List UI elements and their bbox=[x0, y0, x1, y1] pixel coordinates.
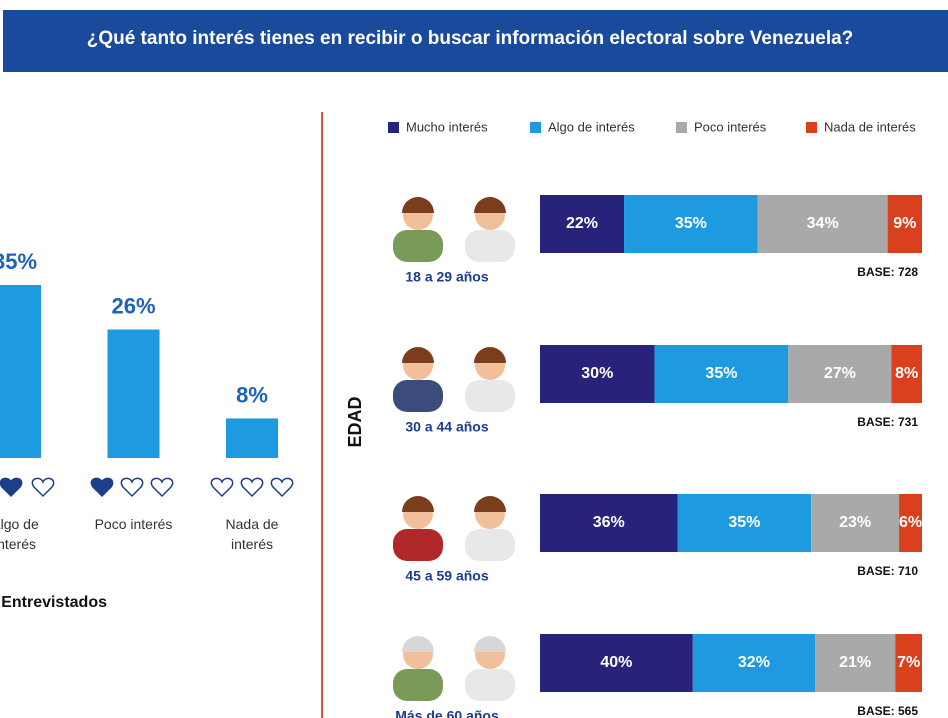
heart bbox=[151, 478, 172, 496]
note: Entrevistados bbox=[1, 594, 107, 611]
legend-label: Nada de interés bbox=[824, 119, 916, 134]
category-label: Algo de interés bbox=[0, 514, 61, 554]
value-label: 27% bbox=[824, 365, 856, 382]
avatar-hair bbox=[474, 496, 506, 512]
bar bbox=[226, 418, 278, 458]
heart bbox=[241, 478, 262, 496]
avatar-body bbox=[465, 380, 515, 412]
base-label: BASE: 731 bbox=[857, 415, 918, 429]
avatar-hair bbox=[402, 197, 434, 213]
avatar-body bbox=[393, 669, 443, 701]
bar bbox=[108, 329, 160, 458]
bar bbox=[0, 285, 41, 458]
value-label: 35% bbox=[675, 215, 707, 232]
avatar-hair bbox=[474, 347, 506, 363]
avatar-body bbox=[393, 529, 443, 561]
avatar-body bbox=[393, 230, 443, 262]
infographic: ¿Qué tanto interés tienes en recibir o b… bbox=[0, 0, 948, 718]
avatar-body bbox=[393, 380, 443, 412]
value-label: 36% bbox=[593, 514, 625, 531]
value-label: 21% bbox=[839, 654, 871, 671]
chart: ¿Qué tanto interés tienes en recibir o b… bbox=[0, 0, 948, 718]
heart bbox=[91, 478, 112, 496]
hearts bbox=[0, 478, 292, 496]
value-label: 35% bbox=[0, 249, 37, 274]
value-label: 23% bbox=[839, 514, 871, 531]
category-label: Más de 60 años bbox=[395, 708, 499, 718]
value-label: 34% bbox=[807, 215, 839, 232]
value-label: 30% bbox=[581, 365, 613, 382]
base-label: BASE: 728 bbox=[857, 265, 918, 279]
value-label: 35% bbox=[728, 514, 760, 531]
legend-swatch bbox=[676, 122, 687, 133]
value-label: 6% bbox=[899, 514, 922, 531]
category-label: 45 a 59 años bbox=[405, 568, 488, 584]
base-label: BASE: 710 bbox=[857, 564, 918, 578]
value-label: 22% bbox=[566, 215, 598, 232]
value-label: 32% bbox=[738, 654, 770, 671]
value-label: 9% bbox=[893, 215, 916, 232]
avatar-body bbox=[465, 230, 515, 262]
category-label: 30 a 44 años bbox=[405, 419, 488, 435]
heart bbox=[0, 478, 21, 496]
legend-label: Mucho interés bbox=[406, 119, 488, 134]
value-label: 8% bbox=[236, 382, 268, 407]
heart bbox=[121, 478, 142, 496]
category-label: Nada de interés bbox=[206, 514, 298, 554]
heart bbox=[211, 478, 232, 496]
base-label: BASE: 565 bbox=[857, 704, 918, 718]
legend-label: Algo de interés bbox=[548, 119, 635, 134]
value-label: 8% bbox=[895, 365, 918, 382]
value-label: 26% bbox=[111, 293, 155, 318]
value-label: 7% bbox=[897, 654, 920, 671]
avatar-hair bbox=[402, 636, 434, 652]
legend-swatch bbox=[388, 122, 399, 133]
category-label: 18 a 29 años bbox=[405, 269, 488, 285]
value-label: 40% bbox=[600, 654, 632, 671]
chart-title: ¿Qué tanto interés tienes en recibir o b… bbox=[87, 28, 854, 49]
heart bbox=[32, 478, 53, 496]
avatar-body bbox=[465, 669, 515, 701]
heart bbox=[271, 478, 292, 496]
avatar-body bbox=[465, 529, 515, 561]
category-label: Poco interés bbox=[88, 514, 180, 534]
legend-swatch bbox=[806, 122, 817, 133]
legend-label: Poco interés bbox=[694, 119, 767, 134]
axis-label: EDAD bbox=[345, 396, 365, 447]
avatar-hair bbox=[402, 496, 434, 512]
avatar-hair bbox=[474, 197, 506, 213]
avatar-hair bbox=[474, 636, 506, 652]
value-label: 35% bbox=[705, 365, 737, 382]
legend-swatch bbox=[530, 122, 541, 133]
avatar-hair bbox=[402, 347, 434, 363]
